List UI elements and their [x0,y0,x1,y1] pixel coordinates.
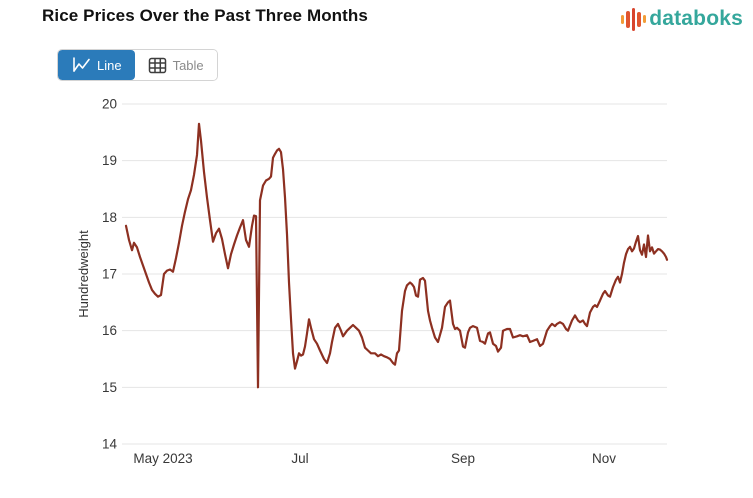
line-view-button[interactable]: Line [58,50,135,80]
x-tick-label: Nov [592,451,616,466]
line-view-label: Line [97,57,122,73]
page-title: Rice Prices Over the Past Three Months [42,6,368,25]
logo-bar [631,7,636,31]
y-axis-title: Hundredweight [76,230,91,318]
y-tick-label: 16 [102,323,117,338]
x-tick-label: Jul [291,451,308,466]
y-tick-label: 15 [102,380,117,395]
x-tick-label: Sep [451,451,475,466]
y-tick-label: 19 [102,153,117,168]
table-icon [148,57,166,73]
y-tick-label: 14 [102,437,118,452]
table-view-label: Table [172,57,204,73]
view-toggle: Line Table [57,49,218,81]
logo-bar [642,15,647,23]
table-view-button[interactable]: Table [134,50,217,80]
databoks-logo: databoks [620,6,743,32]
logo-bar [620,14,625,24]
logo-bar [626,10,630,28]
databoks-logo-icon [620,6,647,32]
x-tick-label: May 2023 [133,451,192,466]
logo-bar [637,11,641,27]
y-tick-label: 20 [102,97,117,112]
y-tick-label: 18 [102,210,117,225]
y-tick-label: 17 [102,267,117,282]
price-line [124,122,669,389]
databoks-logo-text: databoks [649,7,743,30]
line-chart-icon [73,57,90,72]
rice-price-line-chart: 20 19 18 17 16 15 14 May 2023 Jul Sep Nov Hundredwe… [76,97,669,466]
